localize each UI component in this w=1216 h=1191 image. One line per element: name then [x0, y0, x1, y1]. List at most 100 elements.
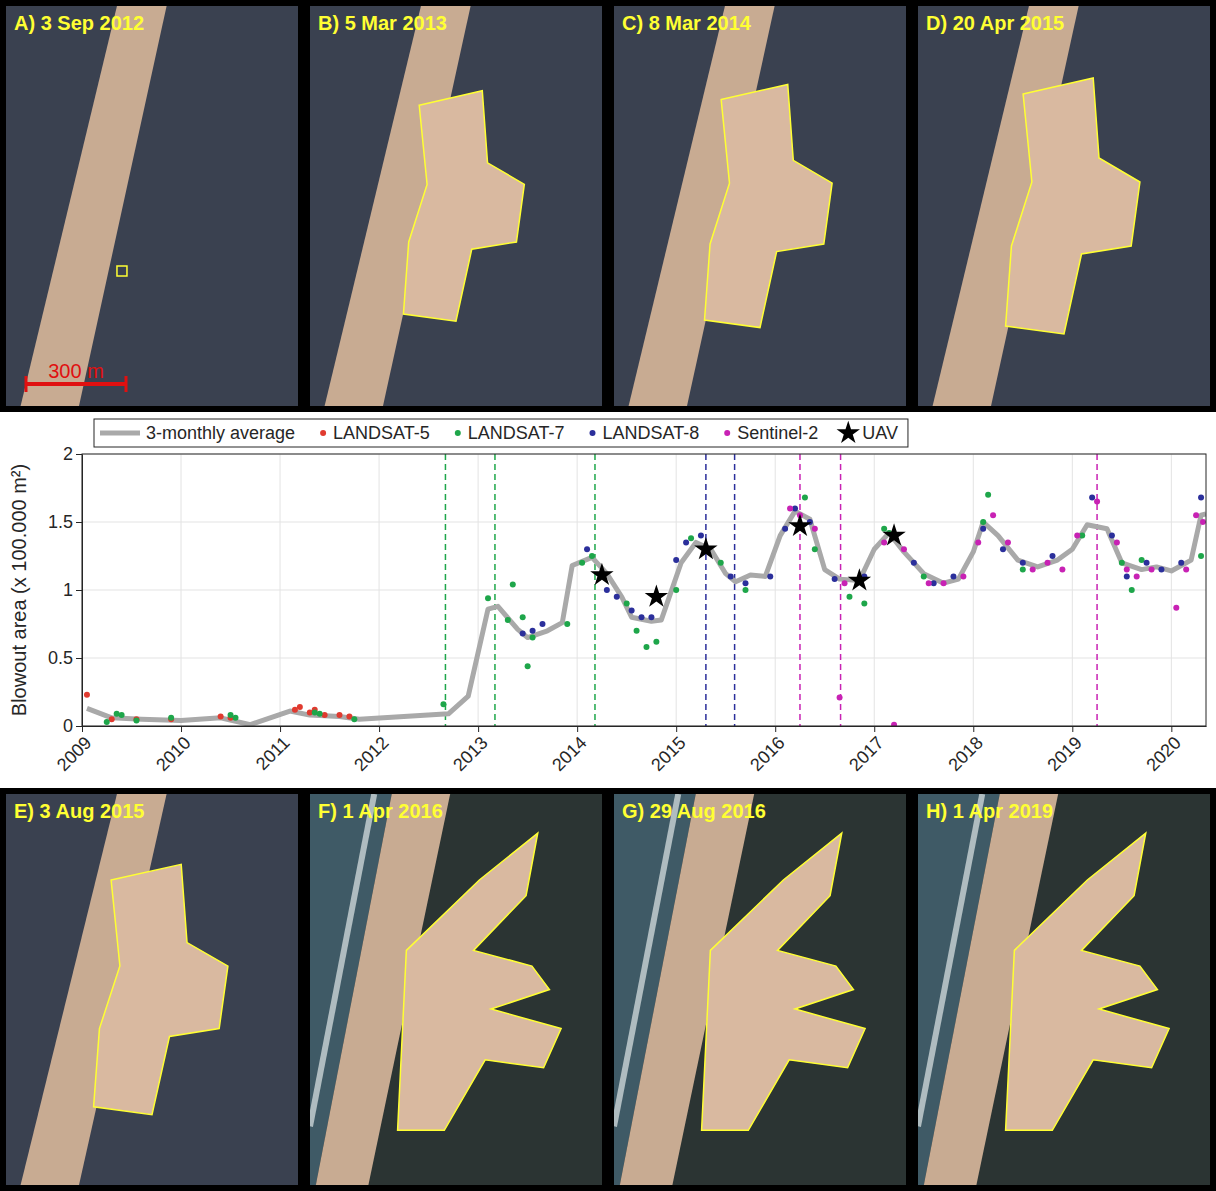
- data-point: [1030, 567, 1036, 573]
- image-panel: B) 5 Mar 2013: [310, 6, 602, 406]
- data-point: [1005, 539, 1011, 545]
- image-panel: D) 20 Apr 2015: [918, 6, 1210, 406]
- grid: [82, 454, 1206, 726]
- date-line: [494, 454, 496, 726]
- y-tick-label: 0: [63, 716, 73, 736]
- date-line: [799, 454, 801, 726]
- data-point: [1074, 533, 1080, 539]
- x-tick-mark: [1171, 726, 1172, 732]
- data-point: [990, 512, 996, 518]
- y-tick: 2: [63, 444, 82, 464]
- data-point: [584, 546, 590, 552]
- data-point: [694, 537, 717, 559]
- y-tick-label: 2: [63, 444, 73, 464]
- data-point: [842, 580, 848, 586]
- legend-item: LANDSAT-5: [320, 423, 430, 443]
- beach: [21, 6, 167, 406]
- data-point: [787, 505, 793, 511]
- data-point: [1129, 587, 1135, 593]
- y-tick: 0.5: [48, 648, 82, 668]
- data-point: [1198, 495, 1204, 501]
- chart: 2009201020112012201320142015201620172018…: [8, 419, 1207, 775]
- panel-title: B) 5 Mar 2013: [318, 12, 447, 34]
- data-point: [520, 614, 526, 620]
- blowout-outline: [403, 91, 524, 321]
- data-point: [104, 719, 110, 725]
- data-point: [891, 722, 897, 726]
- date-line: [734, 454, 736, 726]
- data-point: [950, 573, 956, 579]
- data-point: [133, 718, 139, 724]
- data-point: [1020, 560, 1026, 566]
- data-point: [848, 568, 871, 590]
- data-point: [510, 582, 516, 588]
- date-line: [445, 454, 447, 726]
- legend-label: UAV: [862, 423, 898, 443]
- x-tick: 2017: [845, 726, 887, 775]
- data-point: [1144, 560, 1150, 566]
- y-tick: 0: [63, 716, 82, 736]
- x-tick-label: 2010: [152, 733, 194, 775]
- data-point: [926, 580, 932, 586]
- plot-frame: [82, 454, 1206, 726]
- data-point: [564, 621, 570, 627]
- data-point: [881, 539, 887, 545]
- data-point: [1050, 553, 1056, 559]
- x-tick: 2011: [252, 726, 294, 774]
- data-point: [980, 526, 986, 532]
- x-tick: 2019: [1043, 726, 1085, 775]
- x-tick: 2013: [449, 726, 491, 775]
- data-point: [643, 644, 649, 650]
- data-point: [1094, 499, 1100, 505]
- x-tick-mark: [478, 726, 479, 732]
- legend-swatch: [455, 430, 461, 436]
- data-point: [530, 635, 536, 641]
- blowout-outline: [117, 266, 127, 276]
- y-axis: 00.511.52: [48, 444, 83, 736]
- date-line: [705, 454, 707, 726]
- data-point: [812, 546, 818, 552]
- data-point: [1020, 567, 1026, 573]
- legend-swatch: [837, 421, 860, 443]
- x-tick-label: 2011: [252, 733, 294, 775]
- x-axis: 2009201020112012201320142015201620172018…: [53, 726, 1206, 775]
- data-point: [1109, 533, 1115, 539]
- x-tick: 2020: [1142, 726, 1184, 775]
- data-point: [812, 526, 818, 532]
- legend: 3-monthly averageLANDSAT-5LANDSAT-7LANDS…: [94, 419, 908, 447]
- data-point: [505, 617, 511, 623]
- x-tick: 2014: [548, 726, 590, 775]
- data-point: [1114, 539, 1120, 545]
- data-point: [985, 492, 991, 498]
- scale-bar-label: 300 m: [48, 360, 104, 382]
- data-point: [832, 576, 838, 582]
- average-line: [87, 511, 1206, 725]
- data-point: [317, 711, 323, 717]
- data-point: [1089, 495, 1095, 501]
- blowout-outline: [702, 833, 866, 1130]
- data-point: [590, 563, 613, 585]
- plot-marks: [84, 454, 1206, 726]
- data-point: [837, 694, 843, 700]
- data-point: [882, 523, 905, 545]
- legend-label: Sentinel-2: [737, 423, 818, 443]
- data-point: [336, 712, 342, 718]
- data-point: [624, 601, 630, 607]
- data-point: [539, 621, 545, 627]
- image-panel: C) 8 Mar 2014: [614, 6, 906, 406]
- x-tick-label: 2018: [944, 733, 986, 775]
- data-point: [218, 713, 224, 719]
- y-grid-line: [82, 658, 1206, 659]
- y-tick-mark: [76, 522, 82, 523]
- data-point: [1178, 560, 1184, 566]
- panel-background: [918, 794, 1210, 1185]
- data-point: [960, 573, 966, 579]
- data-point: [1193, 512, 1199, 518]
- legend-swatch: [590, 430, 596, 436]
- date-line: [840, 454, 842, 726]
- data-point: [1198, 553, 1204, 559]
- image-panel: A) 3 Sep 2012300 m: [6, 6, 298, 406]
- blowout-outline: [1006, 78, 1140, 334]
- legend-swatch: [320, 430, 326, 436]
- data-point: [579, 560, 585, 566]
